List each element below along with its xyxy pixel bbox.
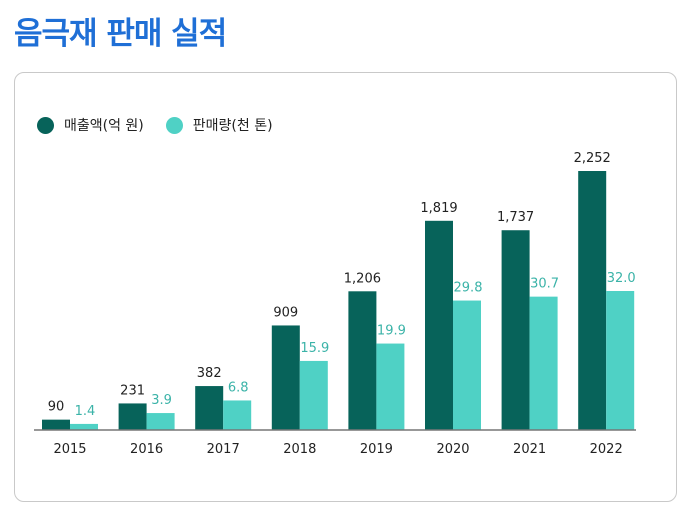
bar-volume-2022 <box>606 291 635 430</box>
data-label-volume-2016: 3.9 <box>151 393 172 408</box>
bar-volume-2020 <box>453 300 481 430</box>
bar-revenue-2016 <box>118 403 147 430</box>
legend-label-revenue: 매출액(억 원) <box>64 118 144 134</box>
data-label-volume-2019: 19.9 <box>377 324 406 339</box>
page-title: 음극재 판매 실적 <box>14 16 227 52</box>
data-label-revenue-2017: 382 <box>197 366 222 381</box>
bar-volume-2016 <box>146 413 175 430</box>
legend-swatch-revenue <box>37 116 54 134</box>
x-tick-label-2022: 2022 <box>590 442 623 457</box>
legend-item-volume: 판매량(천 톤) <box>165 115 273 135</box>
bar-volume-2017 <box>223 400 252 430</box>
legend-item-revenue: 매출액(억 원) <box>37 115 144 135</box>
data-label-volume-2022: 32.0 <box>607 271 636 286</box>
legend-label-volume: 판매량(천 톤) <box>192 118 273 134</box>
x-tick-label-2017: 2017 <box>207 442 240 457</box>
bar-revenue-2020 <box>425 220 453 430</box>
x-tick-label-2020: 2020 <box>436 442 469 457</box>
bar-revenue-2019 <box>348 291 377 430</box>
bar-volume-2021 <box>529 296 558 430</box>
bar-revenue-2022 <box>578 171 607 430</box>
x-tick-label-2018: 2018 <box>283 442 316 457</box>
bar-revenue-2015 <box>42 419 70 430</box>
data-label-volume-2015: 1.4 <box>75 404 96 419</box>
bar-revenue-2017 <box>195 386 224 430</box>
data-label-revenue-2018: 909 <box>273 305 298 320</box>
data-label-revenue-2020: 1,819 <box>420 201 457 216</box>
bar-revenue-2018 <box>271 325 300 430</box>
bar-volume-2015 <box>70 423 98 430</box>
data-label-revenue-2015: 90 <box>48 400 65 415</box>
chart-legend: 매출액(억 원) 판매량(천 톤) <box>37 115 295 135</box>
data-label-revenue-2019: 1,206 <box>344 271 381 286</box>
data-label-revenue-2021: 1,737 <box>497 210 534 225</box>
x-tick-label-2015: 2015 <box>53 442 86 457</box>
data-label-volume-2017: 6.8 <box>228 380 249 395</box>
bar-revenue-2021 <box>501 230 530 430</box>
bar-volume-2019 <box>376 343 405 430</box>
data-label-volume-2021: 30.7 <box>530 277 559 292</box>
data-label-volume-2020: 29.8 <box>454 281 483 296</box>
x-tick-label-2016: 2016 <box>130 442 163 457</box>
data-label-revenue-2022: 2,252 <box>574 151 611 166</box>
data-label-volume-2018: 15.9 <box>300 341 329 356</box>
data-label-revenue-2016: 231 <box>120 383 145 398</box>
x-tick-label-2019: 2019 <box>360 442 393 457</box>
bar-volume-2018 <box>299 360 328 430</box>
legend-swatch-volume <box>165 116 183 134</box>
x-tick-label-2021: 2021 <box>513 442 546 457</box>
